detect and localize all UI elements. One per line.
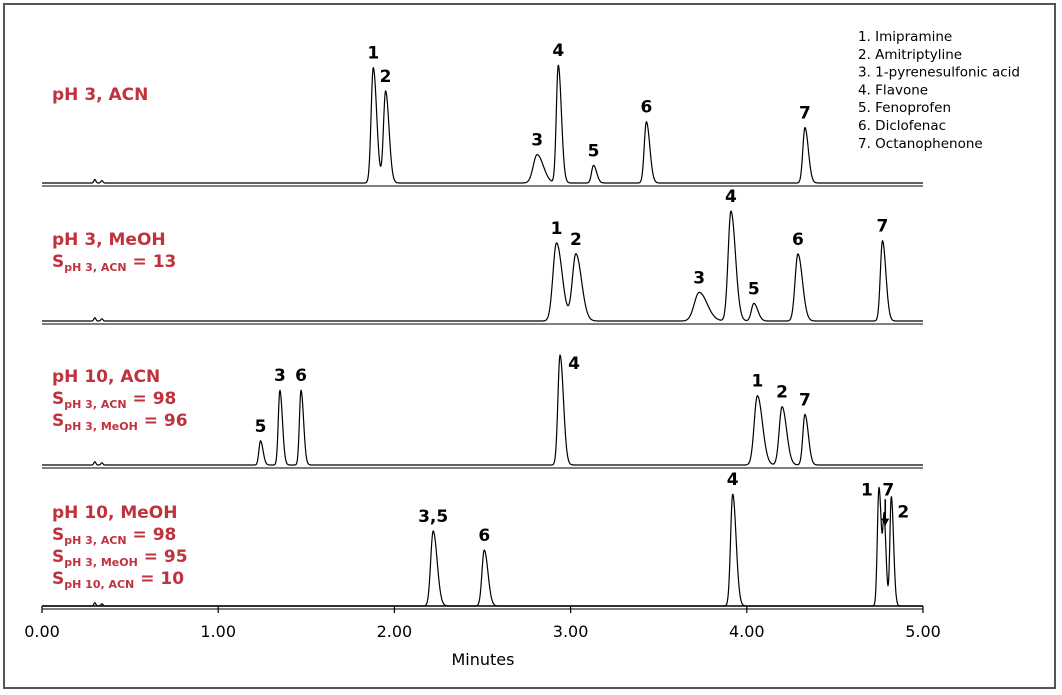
legend-entry: 5. Fenoprofen <box>858 100 951 116</box>
condition-title: pH 3, ACN <box>52 85 148 105</box>
chromatogram-trace <box>41 354 924 466</box>
selectivity-value: SpH 10, ACN = 10 <box>52 569 184 591</box>
peak-label-7: 7 <box>882 480 894 500</box>
peak-label-4: 4 <box>568 354 580 374</box>
peak-label-3: 3 <box>531 131 543 151</box>
x-tick-label: 0.00 <box>24 622 60 641</box>
peak-label-6: 6 <box>640 98 652 118</box>
peak-label-1: 1 <box>751 372 763 392</box>
arrow-head-icon <box>881 518 890 526</box>
legend-entry: 6. Diclofenac <box>858 118 946 134</box>
selectivity-value: SpH 3, ACN = 98 <box>52 389 176 411</box>
peak-label-5: 5 <box>748 279 760 299</box>
peak-label-6: 6 <box>478 526 490 546</box>
legend-entry: 2. Amitriptyline <box>858 47 962 63</box>
peak-label-6: 6 <box>295 366 307 386</box>
legend-entry: 7. Octanophenone <box>858 136 983 152</box>
selectivity-value: SpH 3, ACN = 13 <box>52 252 176 274</box>
peak-label-3-5: 3,5 <box>418 507 448 527</box>
peak-label-5: 5 <box>255 417 267 437</box>
peak-label-2: 2 <box>897 502 909 522</box>
legend: 1. Imipramine 2. Amitriptyline 3. 1-pyrene… <box>858 29 1020 152</box>
peak-label-6: 6 <box>792 230 804 250</box>
condition-title: pH 3, MeOH <box>52 230 166 250</box>
peak-label-4: 4 <box>725 187 737 207</box>
legend-entry: 1. Imipramine <box>858 29 952 45</box>
panel-1: 12 3 4 5 6 7 pH 3, ACN <box>41 41 924 187</box>
x-axis: 0.00 1.00 2.00 3.00 4.00 5.00 Minutes <box>24 605 941 669</box>
selectivity-value: SpH 3, ACN = 98 <box>52 525 176 547</box>
peak-label-1: 1 <box>551 219 563 239</box>
x-tick-label: 3.00 <box>553 622 589 641</box>
figure-frame <box>3 3 1056 689</box>
peak-label-7: 7 <box>799 390 811 410</box>
x-tick-label: 5.00 <box>905 622 941 641</box>
peak-label-1: 1 <box>861 480 873 500</box>
peak-label-2: 2 <box>380 67 392 87</box>
selectivity-value: SpH 3, MeOH = 95 <box>52 547 188 569</box>
peak-label-2: 2 <box>570 230 582 250</box>
x-axis-title: Minutes <box>452 650 515 669</box>
peak-label-4: 4 <box>727 470 739 490</box>
x-tick-label: 2.00 <box>377 622 413 641</box>
condition-title: pH 10, MeOH <box>52 503 177 523</box>
peak-label-5: 5 <box>588 141 600 161</box>
peak-label-1: 1 <box>367 43 379 63</box>
selectivity-value: SpH 3, MeOH = 96 <box>52 411 188 433</box>
peak-label-4: 4 <box>552 41 564 61</box>
x-tick-label: 1.00 <box>200 622 236 641</box>
peak-label-7: 7 <box>799 104 811 124</box>
peak-label-3: 3 <box>693 268 705 288</box>
legend-entry: 3. 1-pyrenesulfonic acid <box>858 65 1020 81</box>
chromatogram-trace <box>41 210 924 322</box>
legend-entry: 4. Flavone <box>858 82 928 98</box>
chromatogram-trace <box>41 64 924 184</box>
peak-label-3: 3 <box>274 366 286 386</box>
peak-label-7: 7 <box>877 217 889 237</box>
x-tick-label: 4.00 <box>729 622 765 641</box>
peak-label-2: 2 <box>776 383 788 403</box>
condition-title: pH 10, ACN <box>52 367 160 387</box>
